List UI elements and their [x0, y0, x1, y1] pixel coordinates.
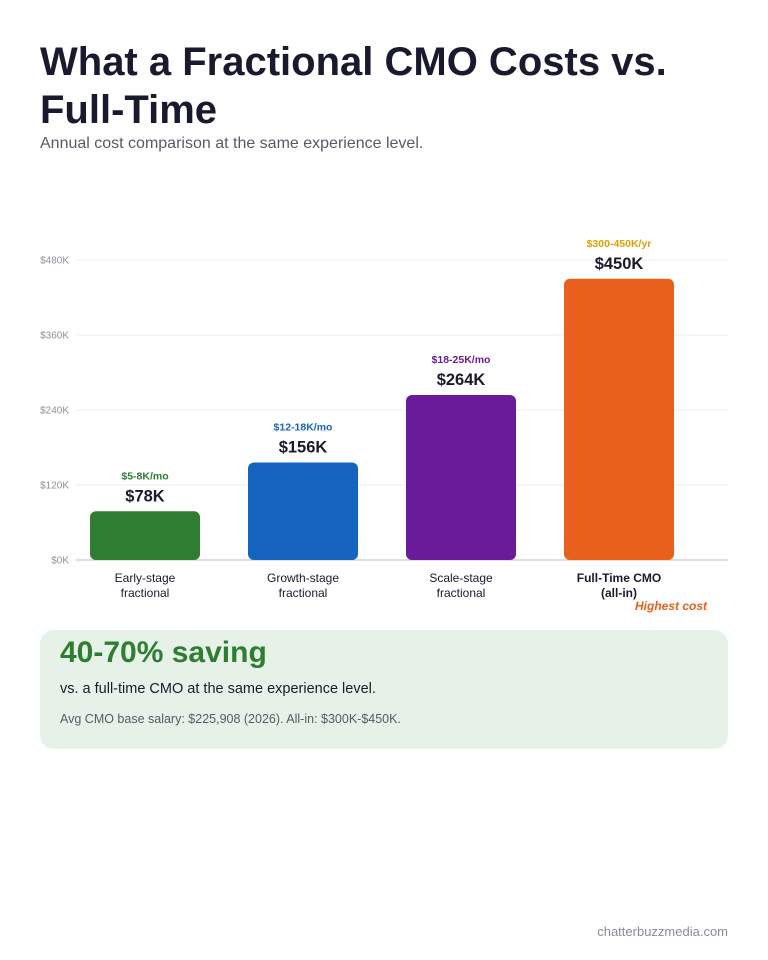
highest-cost-annotation: Highest cost: [635, 599, 708, 613]
saving-headline: 40-70% saving: [60, 636, 267, 669]
page-title: What a Fractional CMO Costs vs. Full-Tim…: [40, 40, 667, 132]
bar-range-label: $12-18K/mo: [274, 422, 333, 434]
bar-value-label: $78K: [125, 487, 165, 505]
bar-range-label: $5-8K/mo: [121, 470, 168, 482]
y-tick-label: $240K: [40, 406, 69, 417]
x-category-label: fractional: [437, 586, 486, 600]
saving-subline: vs. a full-time CMO at the same experien…: [60, 681, 376, 697]
bar: [406, 395, 516, 560]
y-tick-label: $120K: [40, 481, 69, 492]
bar-value-label: $156K: [279, 439, 328, 457]
x-category-label: (all-in): [601, 586, 637, 600]
bar: [90, 511, 200, 560]
bar-range-label: $18-25K/mo: [432, 354, 491, 366]
y-tick-label: $0K: [51, 556, 69, 567]
y-tick-label: $360K: [40, 331, 69, 342]
x-category-label: Full-Time CMO: [577, 571, 661, 585]
x-category-label: fractional: [279, 586, 328, 600]
page-subtitle: Annual cost comparison at the same exper…: [40, 135, 424, 152]
y-tick-label: $480K: [40, 256, 69, 267]
bar: [248, 462, 358, 560]
cost-comparison-bar-chart: $0K $120K $240K $360K $480K $78K $5-8K/mo Early…: [40, 238, 728, 613]
x-category-label: fractional: [121, 586, 170, 600]
bar: [564, 278, 674, 560]
source-footer: chatterbuzzmedia.com: [597, 924, 728, 939]
saving-summary-card: 40-70% saving vs. a full-time CMO at the…: [40, 630, 728, 749]
bar-range-label: $300-450K/yr: [587, 238, 652, 250]
saving-note: Avg CMO base salary: $225,908 (2026). Al…: [60, 712, 401, 726]
x-category-label: Growth-stage: [267, 571, 339, 585]
bar-value-label: $264K: [437, 371, 486, 389]
x-category-label: Early-stage: [115, 571, 176, 585]
bar-value-label: $450K: [595, 255, 644, 273]
x-category-label: Scale-stage: [429, 571, 493, 585]
